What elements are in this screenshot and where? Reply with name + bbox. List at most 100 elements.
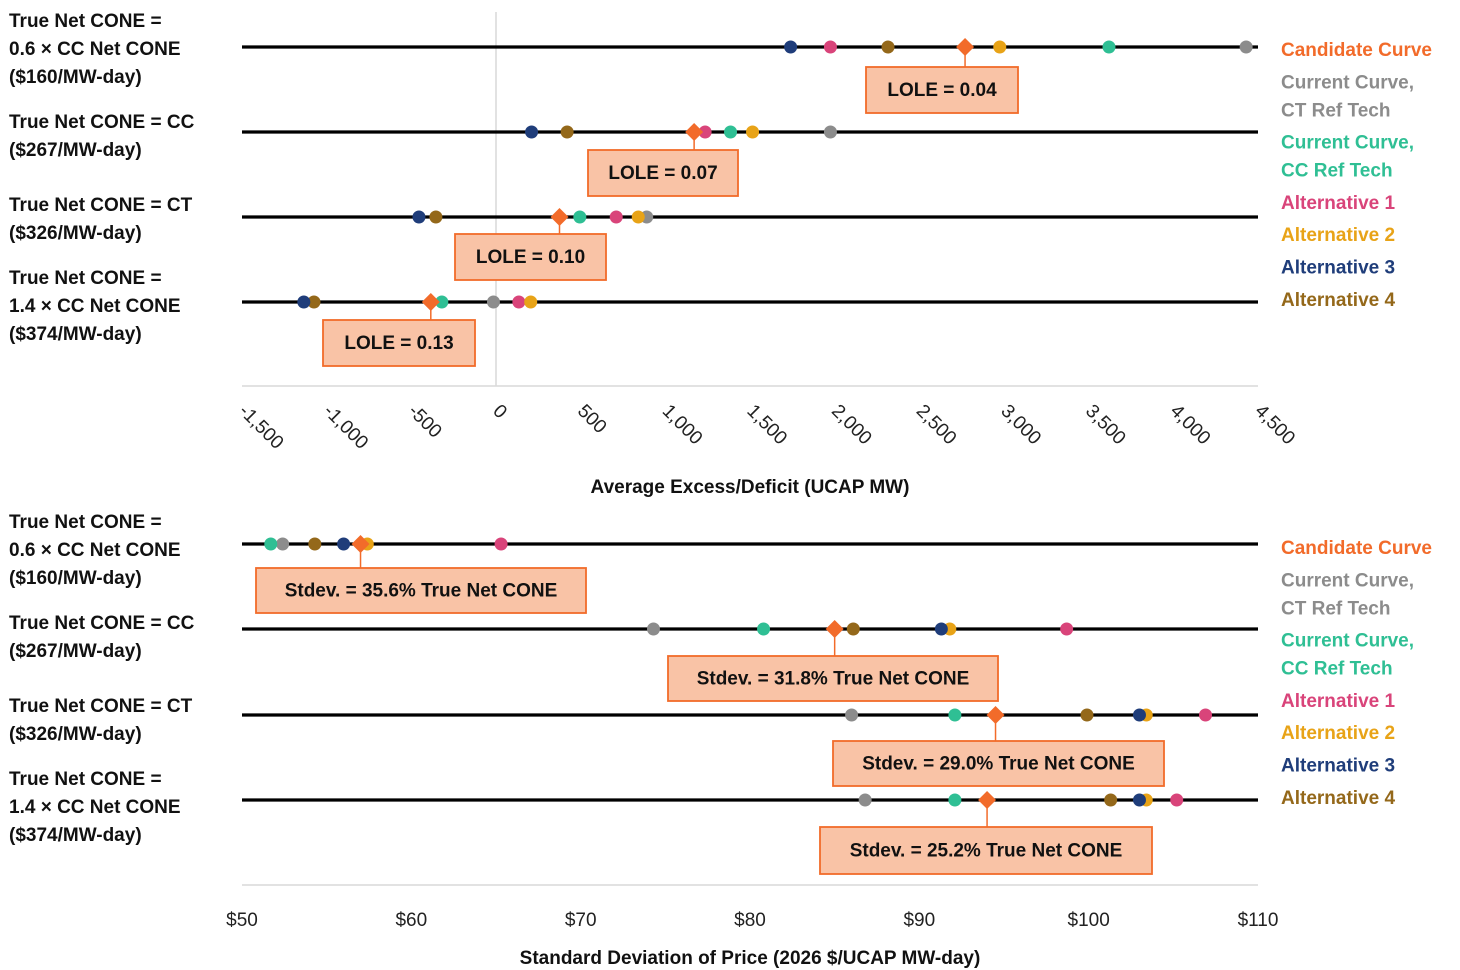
x-tick-label: $90: [903, 910, 935, 931]
x-tick-label: -1,000: [319, 401, 372, 454]
marker-candidate: [956, 38, 975, 56]
x-tick-label: $70: [565, 910, 597, 931]
callout-box: [819, 826, 1153, 875]
marker-alt4: [1080, 708, 1094, 722]
legend-entry: CC Ref Tech: [1281, 161, 1393, 182]
marker-alt1: [1170, 793, 1184, 807]
x-tick-label: $110: [1238, 910, 1279, 931]
row-label: 0.6 × CC Net CONE: [9, 540, 181, 561]
x-tick-label: 4,000: [1166, 401, 1214, 449]
marker-alt1: [609, 210, 623, 224]
marker-alt1: [512, 295, 526, 309]
marker-alt3: [337, 537, 351, 551]
marker-current-cc: [573, 210, 587, 224]
marker-current-cc: [1102, 40, 1116, 54]
legend-entry: Candidate Curve: [1281, 538, 1432, 559]
marker-alt2: [746, 125, 760, 139]
row-label: 1.4 × CC Net CONE: [9, 296, 181, 317]
marker-current-ct: [646, 622, 660, 636]
legend-entry: CT Ref Tech: [1281, 100, 1390, 121]
legend-entry: Alternative 1: [1281, 691, 1395, 712]
legend-entry: CT Ref Tech: [1281, 598, 1390, 619]
chart-panel-2: $50 $60 $70 $80 $90 $100 $110 Standard Deviatio…: [9, 512, 1432, 969]
row-label: True Net CONE = CC: [9, 613, 195, 634]
row-label: ($160/MW-day): [9, 67, 142, 88]
marker-alt1: [698, 125, 712, 139]
marker-alt4: [308, 537, 322, 551]
callout-box: [255, 567, 587, 614]
marker-current-ct: [858, 793, 872, 807]
x-tick-label: -1,500: [234, 401, 287, 454]
marker-alt3: [1132, 793, 1146, 807]
marker-current-ct: [1239, 40, 1253, 54]
series-row-1: True Net CONE = 0.6 × CC Net CONE ($160/MW…: [9, 512, 1258, 614]
marker-current-ct: [276, 537, 290, 551]
series-row-3: True Net CONE = CT ($326/MW-day) LOLE = 0.…: [9, 195, 1258, 281]
callout-label: Stdev. = 25.2% True Net CONE: [850, 841, 1123, 862]
legend-entry: Current Curve,: [1281, 570, 1414, 591]
callout-box: [667, 655, 999, 702]
marker-candidate: [550, 208, 569, 226]
x-tick-label: 0: [488, 401, 510, 423]
row-label: ($326/MW-day): [9, 223, 142, 244]
legend-entry: Current Curve,: [1281, 133, 1414, 154]
row-label: ($374/MW-day): [9, 324, 142, 345]
row-label: 1.4 × CC Net CONE: [9, 797, 181, 818]
x-tick-label: 1,500: [742, 401, 790, 449]
x-tick-label: -500: [404, 401, 446, 443]
marker-alt3: [412, 210, 426, 224]
callout-label: LOLE = 0.04: [887, 80, 997, 101]
marker-alt3: [784, 40, 798, 54]
series-row-3: True Net CONE = CT ($326/MW-day) Stdev. = …: [9, 696, 1258, 787]
row-label: True Net CONE =: [9, 512, 162, 533]
marker-alt4: [846, 622, 860, 636]
marker-current-ct: [486, 295, 500, 309]
chart-panel-1: -1,500 -1,000 -500 0 500 1,000 1,500 2,000 2,500…: [9, 11, 1432, 498]
row-label: ($267/MW-day): [9, 140, 142, 161]
marker-alt2: [524, 295, 538, 309]
legend-entry: Alternative 4: [1281, 290, 1395, 311]
x-tick-label: $80: [734, 910, 766, 931]
marker-current-cc: [757, 622, 771, 636]
row-label: ($267/MW-day): [9, 641, 142, 662]
marker-alt3: [525, 125, 539, 139]
marker-alt3: [934, 622, 948, 636]
callout-box: [832, 740, 1165, 787]
marker-candidate: [351, 535, 370, 553]
legend-entry: Alternative 3: [1281, 258, 1395, 279]
marker-alt4: [560, 125, 574, 139]
series-row-4: True Net CONE = 1.4 × CC Net CONE ($374/MW…: [9, 769, 1258, 875]
x-tick-label: 3,500: [1081, 401, 1129, 449]
marker-alt4: [307, 295, 321, 309]
row-label: ($160/MW-day): [9, 568, 142, 589]
marker-current-cc: [948, 708, 962, 722]
legend-entry: Alternative 2: [1281, 723, 1395, 744]
callout-box: [322, 319, 476, 367]
x-tick-label: 2,500: [912, 401, 960, 449]
callout-box: [454, 233, 607, 281]
row-label: True Net CONE =: [9, 268, 162, 289]
x-tick-label: 500: [573, 401, 610, 438]
marker-alt2: [631, 210, 645, 224]
x-tick-label: $60: [395, 910, 427, 931]
marker-alt3: [1132, 708, 1146, 722]
marker-alt4: [881, 40, 895, 54]
legend-entry: CC Ref Tech: [1281, 659, 1393, 680]
legend-entry: Alternative 2: [1281, 225, 1395, 246]
row-label: True Net CONE =: [9, 769, 162, 790]
marker-candidate: [978, 791, 997, 809]
row-label: True Net CONE = CT: [9, 696, 193, 717]
row-label: ($326/MW-day): [9, 724, 142, 745]
marker-candidate: [986, 706, 1005, 724]
series-row-4: True Net CONE = 1.4 × CC Net CONE ($374/MW…: [9, 268, 1258, 367]
marker-current-cc: [264, 537, 278, 551]
callout-label: Stdev. = 29.0% True Net CONE: [862, 754, 1135, 775]
x-tick-label: 1,000: [658, 401, 706, 449]
row-label: True Net CONE = CT: [9, 195, 193, 216]
x-tick-label: 4,500: [1250, 401, 1298, 449]
callout-box: [587, 149, 739, 197]
series-row-2: True Net CONE = CC ($267/MW-day) LOLE = 0.…: [9, 112, 1258, 197]
series-row-1: True Net CONE = 0.6 × CC Net CONE ($160/MW…: [9, 11, 1258, 114]
x-axis-title: Standard Deviation of Price (2026 $/UCAP…: [520, 948, 981, 969]
